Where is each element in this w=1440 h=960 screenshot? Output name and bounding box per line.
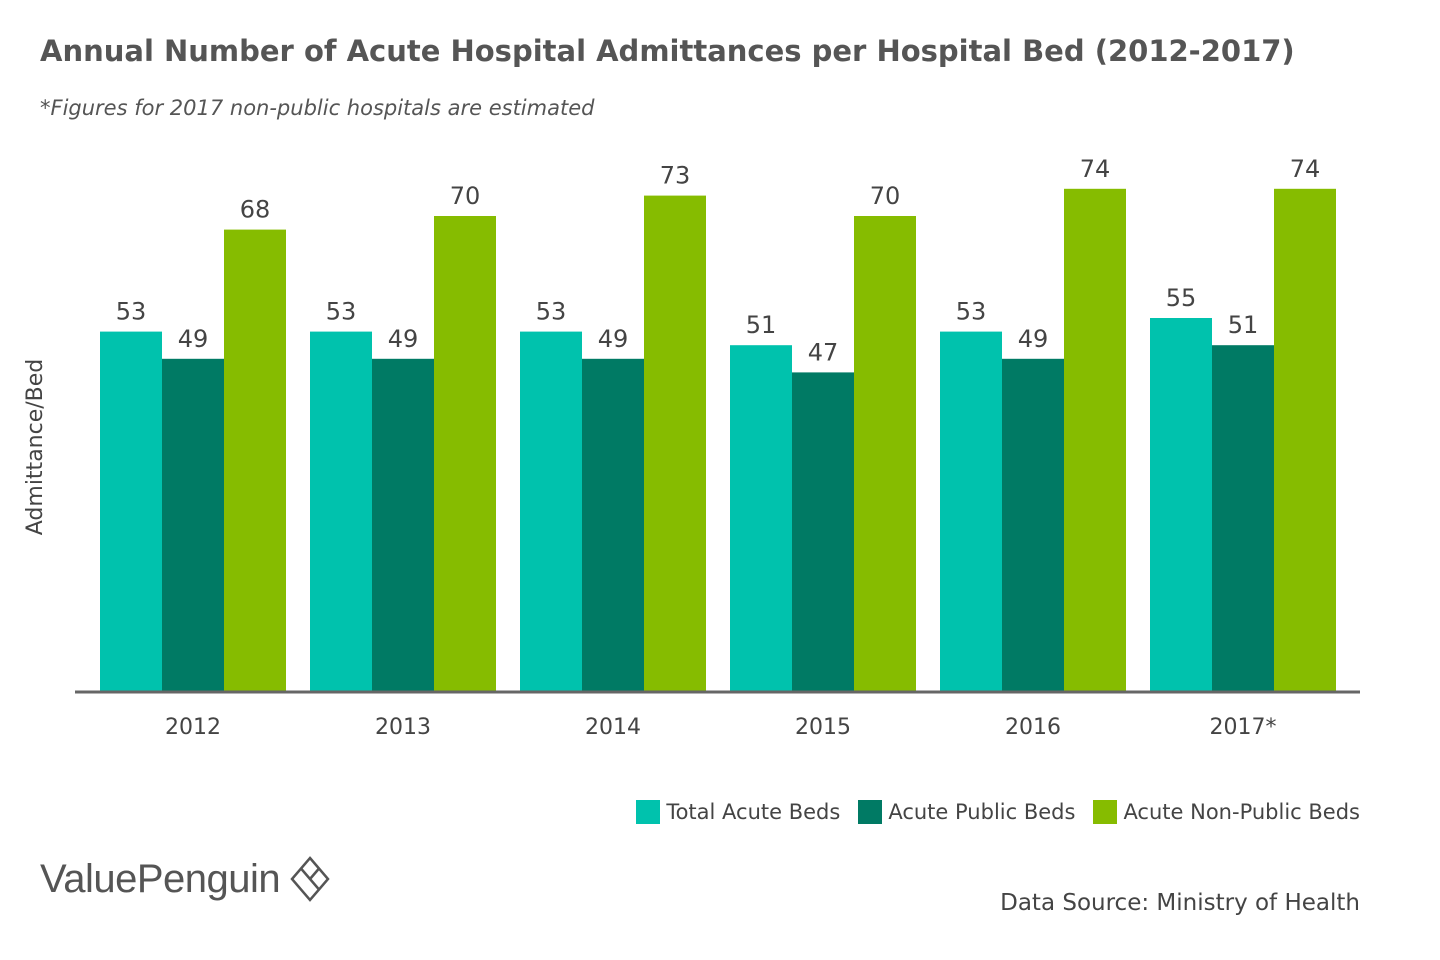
legend: Total Acute Beds Acute Public Beds Acute… bbox=[636, 800, 1360, 824]
data-label-2014-series-0: 53 bbox=[536, 298, 567, 326]
data-label-2014-series-1: 49 bbox=[598, 325, 629, 353]
legend-label-total: Total Acute Beds bbox=[666, 800, 841, 824]
x-tick-labels: 2012 2013 2014 2015 2016 2017* bbox=[165, 715, 1277, 740]
legend-label-non-public: Acute Non-Public Beds bbox=[1123, 800, 1360, 824]
bar-2015-series-2 bbox=[854, 216, 916, 692]
bar-2016-series-2 bbox=[1064, 188, 1126, 693]
bar-2015-series-1 bbox=[792, 372, 854, 692]
bar-2016-series-0 bbox=[940, 331, 1002, 692]
data-label-2017-series-2: 74 bbox=[1290, 155, 1321, 183]
y-axis-label: Admittance/Bed bbox=[23, 359, 48, 535]
legend-item-acute-non-public-beds: Acute Non-Public Beds bbox=[1093, 800, 1360, 824]
data-label-2013-series-1: 49 bbox=[388, 325, 419, 353]
data-label-2015-series-2: 70 bbox=[870, 182, 901, 210]
chart-subtitle: *Figures for 2017 non-public hospitals a… bbox=[40, 96, 595, 120]
data-source: Data Source: Ministry of Health bbox=[1000, 890, 1360, 916]
bar-2017-series-2 bbox=[1274, 188, 1336, 693]
legend-item-acute-public-beds: Acute Public Beds bbox=[858, 800, 1075, 824]
data-label-2017-series-1: 51 bbox=[1228, 311, 1259, 339]
legend-swatch-total bbox=[636, 800, 661, 824]
x-tick-label-2012: 2012 bbox=[165, 715, 221, 740]
legend-label-public: Acute Public Beds bbox=[888, 800, 1076, 824]
bar-2012-series-2 bbox=[224, 229, 286, 692]
data-label-2016-series-1: 49 bbox=[1018, 325, 1049, 353]
data-label-2012-series-2: 68 bbox=[240, 196, 271, 224]
data-label-2013-series-0: 53 bbox=[326, 298, 357, 326]
data-labels-layer: 53 49 68 53 49 70 53 49 73 51 47 70 53 49 74 55 51 74 bbox=[116, 155, 1321, 367]
x-tick-label-2015: 2015 bbox=[795, 715, 851, 740]
bars-layer bbox=[100, 188, 1336, 693]
bar-2014-series-0 bbox=[520, 331, 582, 692]
bar-2013-series-2 bbox=[434, 216, 496, 692]
data-label-2015-series-0: 51 bbox=[746, 311, 777, 339]
bar-2014-series-1 bbox=[582, 358, 644, 692]
x-tick-label-2013: 2013 bbox=[375, 715, 431, 740]
brand: ValuePenguin bbox=[40, 856, 330, 902]
x-tick-label-2014: 2014 bbox=[585, 715, 641, 740]
data-label-2016-series-2: 74 bbox=[1080, 155, 1111, 183]
data-label-2014-series-2: 73 bbox=[660, 162, 691, 190]
data-label-2012-series-1: 49 bbox=[178, 325, 209, 353]
bar-2015-series-0 bbox=[730, 345, 792, 692]
bar-2016-series-1 bbox=[1002, 358, 1064, 692]
bar-2012-series-1 bbox=[162, 358, 224, 692]
chart-title: Annual Number of Acute Hospital Admittan… bbox=[40, 34, 1295, 68]
valuepenguin-diamond-logo-icon bbox=[290, 856, 330, 902]
legend-swatch-public bbox=[858, 800, 883, 824]
brand-name: ValuePenguin bbox=[40, 856, 281, 901]
bar-2012-series-0 bbox=[100, 331, 162, 692]
data-label-2017-series-0: 55 bbox=[1166, 284, 1197, 312]
legend-item-total-acute-beds: Total Acute Beds bbox=[636, 800, 840, 824]
x-tick-label-2017: 2017* bbox=[1210, 715, 1277, 740]
data-label-2016-series-0: 53 bbox=[956, 298, 987, 326]
bar-2013-series-0 bbox=[310, 331, 372, 692]
bar-2017-series-1 bbox=[1212, 345, 1274, 692]
data-label-2012-series-0: 53 bbox=[116, 298, 147, 326]
bar-2014-series-2 bbox=[644, 195, 706, 692]
data-label-2013-series-2: 70 bbox=[450, 182, 481, 210]
bar-2017-series-0 bbox=[1150, 318, 1212, 692]
x-tick-label-2016: 2016 bbox=[1005, 715, 1061, 740]
bar-2013-series-1 bbox=[372, 358, 434, 692]
data-label-2015-series-1: 47 bbox=[808, 338, 839, 366]
legend-swatch-non-public bbox=[1093, 800, 1118, 824]
